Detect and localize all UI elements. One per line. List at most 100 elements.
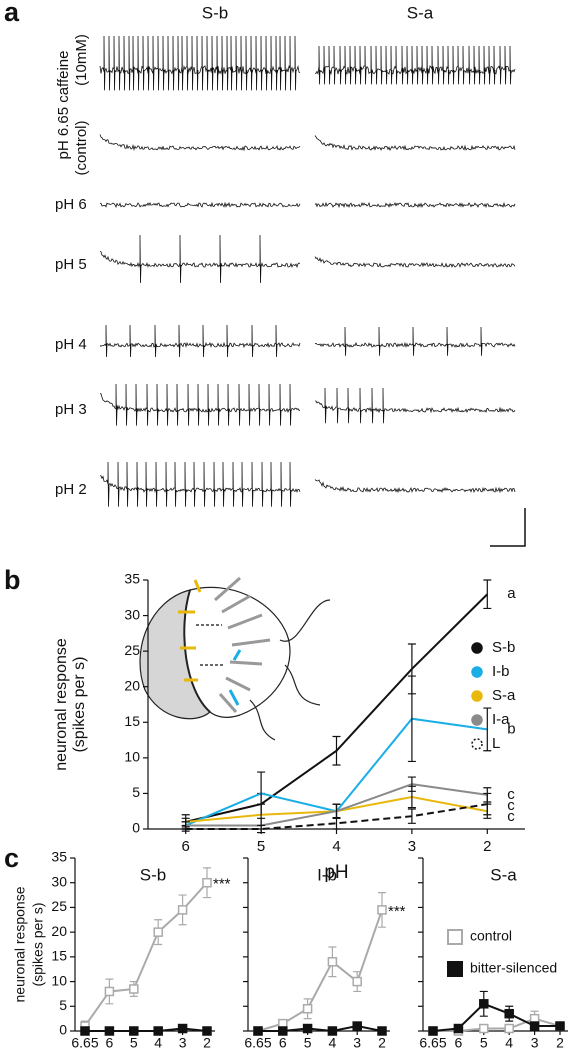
marker xyxy=(504,1008,514,1019)
legend-marker xyxy=(471,666,483,678)
x-tick-label: 2 xyxy=(483,838,491,855)
marker xyxy=(302,1004,313,1014)
error-bar xyxy=(332,817,341,830)
x-tick-label: 6 xyxy=(279,1035,287,1050)
legend-label: L xyxy=(492,735,500,752)
series-line xyxy=(432,1002,560,1032)
y-axis-label: (spikes per s) xyxy=(30,902,46,986)
row-label: pH 6 xyxy=(55,196,87,213)
panel-label: b xyxy=(4,565,21,595)
error-bar xyxy=(407,776,416,792)
trace xyxy=(99,383,300,426)
chart-title: S-a xyxy=(490,865,517,884)
marker xyxy=(278,1026,288,1036)
x-tick-label: 3 xyxy=(408,838,416,855)
legend-marker xyxy=(471,642,483,654)
marker xyxy=(177,905,188,915)
y-tick-label: 20 xyxy=(124,677,140,693)
legend-label: I-a xyxy=(492,711,510,728)
x-tick-label: 3 xyxy=(353,1035,361,1050)
legend-marker xyxy=(471,714,483,726)
legend-marker xyxy=(471,690,483,702)
marker xyxy=(529,1021,540,1031)
x-tick-label: 2 xyxy=(556,1035,564,1050)
y-tick-label: 15 xyxy=(51,948,67,964)
annotation: c xyxy=(507,808,515,825)
row-label: (10mM) xyxy=(73,34,90,86)
annotation: c xyxy=(507,786,515,803)
legend-marker xyxy=(447,929,463,945)
row-label: pH 3 xyxy=(55,401,87,418)
legend-label: S-a xyxy=(492,687,516,704)
marker xyxy=(80,1026,90,1036)
marker xyxy=(153,1026,163,1036)
trace xyxy=(99,461,301,507)
row-label: pH 6.65 caffeine xyxy=(55,51,72,160)
y-tick-label: 25 xyxy=(124,642,140,658)
trace xyxy=(99,234,301,284)
error-bar xyxy=(181,826,190,832)
annotation: *** xyxy=(213,876,231,893)
x-tick-label: 3 xyxy=(531,1035,539,1050)
y-tick-label: 25 xyxy=(51,898,67,914)
marker xyxy=(202,1026,212,1036)
series-line xyxy=(258,1025,383,1033)
marker xyxy=(479,1023,489,1034)
trace xyxy=(99,134,301,152)
x-tick-label: 4 xyxy=(332,838,340,855)
legend-label: S-b xyxy=(492,639,515,656)
error-bar xyxy=(407,808,416,824)
y-tick-label: 0 xyxy=(132,820,140,836)
y-tick-label: 30 xyxy=(51,873,67,889)
column-title: S-a xyxy=(407,3,434,22)
annotation: *** xyxy=(388,903,406,920)
marker xyxy=(327,957,338,967)
marker xyxy=(479,999,489,1009)
x-tick-label: 4 xyxy=(154,1035,162,1050)
y-tick-label: 35 xyxy=(124,571,140,587)
y-tick-label: 5 xyxy=(59,997,67,1013)
marker xyxy=(104,986,115,997)
marker xyxy=(327,1026,338,1036)
legend-label: I-b xyxy=(492,663,510,680)
y-tick-label: 10 xyxy=(124,749,140,765)
trace xyxy=(314,387,516,424)
chart-title: S-b xyxy=(140,865,166,884)
x-tick-label: 6.65 xyxy=(244,1035,271,1050)
x-tick-label: 2 xyxy=(203,1035,211,1050)
marker xyxy=(352,976,362,987)
error-bar xyxy=(257,824,266,834)
x-tick-label: 5 xyxy=(257,838,265,855)
marker xyxy=(377,905,387,915)
series-line xyxy=(257,909,383,1032)
row-label: pH 5 xyxy=(55,256,87,273)
trace xyxy=(315,45,516,85)
legend-marker xyxy=(447,961,463,977)
panel-label: c xyxy=(4,843,19,873)
x-tick-label: 5 xyxy=(130,1035,138,1050)
legend-marker xyxy=(471,738,483,750)
trace xyxy=(314,256,516,269)
y-tick-label: 35 xyxy=(51,849,67,865)
y-tick-label: 5 xyxy=(132,784,140,800)
marker xyxy=(377,1026,387,1036)
chart-title: I-b xyxy=(317,865,337,884)
row-label: (control) xyxy=(73,120,90,175)
panel-label: a xyxy=(4,0,20,27)
x-tick-label: 6 xyxy=(455,1035,463,1050)
series-line xyxy=(84,882,208,1027)
marker xyxy=(177,1023,188,1034)
x-axis-label: pH xyxy=(324,862,348,883)
marker xyxy=(129,1026,139,1036)
y-tick-label: 15 xyxy=(124,713,140,729)
marker xyxy=(202,877,212,888)
error-bar xyxy=(332,735,341,766)
trace xyxy=(99,35,301,91)
y-axis-label: neuronal response xyxy=(12,886,28,1002)
x-tick-label: 6.65 xyxy=(71,1035,98,1050)
x-tick-label: 2 xyxy=(378,1035,386,1050)
marker xyxy=(453,1023,464,1034)
error-bar xyxy=(483,707,492,752)
fly-head-illustration xyxy=(139,576,331,741)
